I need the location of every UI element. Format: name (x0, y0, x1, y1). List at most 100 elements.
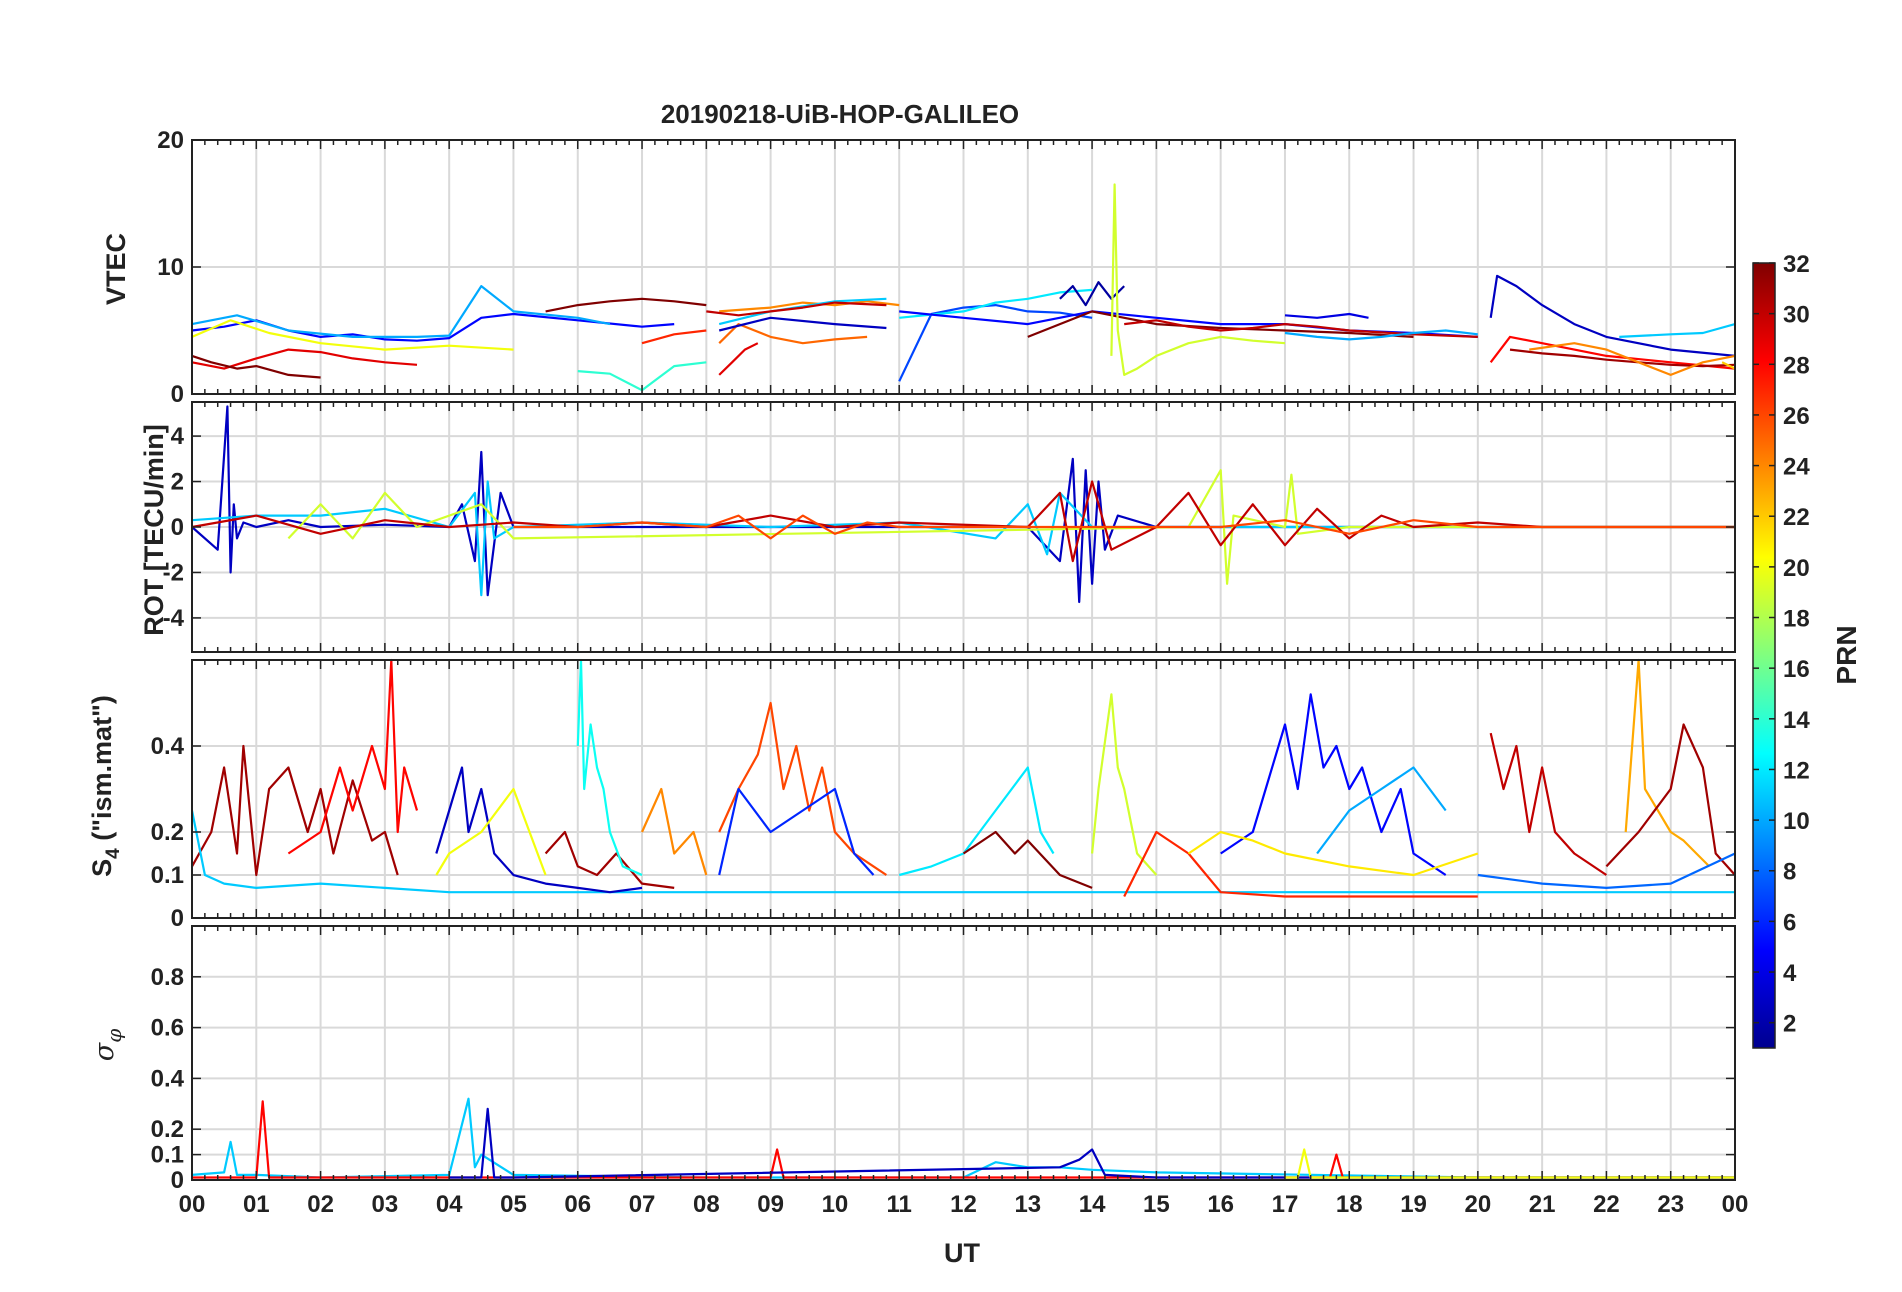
x-tick-label: 20 (1464, 1191, 1491, 1218)
x-tick-label: 06 (564, 1191, 591, 1218)
colorbar-tick-label: 18 (1783, 606, 1810, 633)
s4-series-prn-31 (191, 744, 399, 877)
x-tick-label: 18 (1336, 1191, 1363, 1218)
s4-ylabel-rest: ("ism.mat") (87, 695, 117, 848)
rot-ytick-label: 4 (171, 423, 185, 450)
vtec-series-prn-32 (545, 297, 707, 313)
x-tick-label: 21 (1529, 1191, 1556, 1218)
colorbar-tick-label: 32 (1783, 251, 1810, 278)
s4-series-prn-5 (1220, 693, 1447, 876)
panel-vtec: 0 10 20 VTEC (101, 127, 1736, 408)
rot-series-prn-19 (287, 469, 1735, 585)
sigma-phi-ytick-label: 0.6 (151, 1015, 184, 1042)
rot-ytick-label: 2 (171, 469, 184, 496)
x-tick-label: 05 (500, 1191, 527, 1218)
x-tick-label: 13 (1014, 1191, 1041, 1218)
panel-rot: -4 -2 0 2 4 ROT [TECU/min] (139, 401, 1736, 653)
rot-series-prn-11 (191, 480, 1735, 597)
rot-ylabel: ROT [TECU/min] (139, 424, 169, 635)
rot-axes: -4 -2 0 2 4 (163, 401, 1736, 653)
x-tick-label: 14 (1079, 1191, 1106, 1218)
x-tick-labels: 00 01 02 03 04 05 06 07 08 09 10 11 12 13 14 15 16 17 18 19… (179, 1191, 1749, 1218)
colorbar-tick-label: 10 (1783, 808, 1810, 835)
colorbar-tick-label: 4 (1783, 960, 1797, 987)
colorbar-tick-label: 20 (1783, 555, 1810, 582)
sigma-phi-ytick-label: 0 (171, 1167, 184, 1194)
x-tick-label: 07 (629, 1191, 656, 1218)
s4-series-prn-23 (1624, 658, 1711, 868)
s4-grid (192, 660, 1735, 918)
s4-ytick-label: 0.1 (151, 862, 184, 889)
vtec-series-prn-10 (191, 285, 611, 338)
x-tick-label: 08 (693, 1191, 720, 1218)
s4-axes: 0 0.1 0.2 0.4 (151, 659, 1736, 932)
vtec-series-prn-32 (1027, 310, 1414, 338)
s4-ytick-label: 0 (171, 905, 184, 932)
vtec-ytick-label: 10 (157, 254, 184, 281)
rot-series-prn-30 (191, 480, 1735, 563)
sigma-phi-ytick-label: 0.2 (151, 1116, 184, 1143)
s4-ylabel-subscript: 4 (103, 848, 124, 859)
s4-series-prn-30 (1489, 732, 1608, 876)
sigma-phi-series-prn-11 (191, 1097, 1735, 1179)
s4-series-prn-3 (435, 766, 643, 894)
sigma-phi-ytick-label: 0.8 (151, 964, 184, 991)
colorbar-tick-label: 24 (1783, 454, 1810, 481)
x-tick-label: 01 (243, 1191, 270, 1218)
vtec-axes: 0 10 20 (157, 127, 1736, 408)
s4-series-prn-27 (1123, 830, 1478, 898)
colorbar-tick-label: 16 (1783, 656, 1810, 683)
sigma-phi-grid (192, 926, 1735, 1180)
vtec-series-prn-20 (191, 319, 514, 351)
vtec-ytick-label: 0 (171, 381, 184, 408)
vtec-series-prn-4 (1284, 312, 1369, 319)
panel-sigma-phi: 00.10.2 0.4 0.6 0.8 σφ (89, 925, 1736, 1194)
sigma-phi-ytick-label: 0.4 (151, 1065, 185, 1092)
s4-series-prn-28 (287, 658, 419, 855)
s4-series-prn-10 (1316, 766, 1447, 855)
x-tick-label: 22 (1593, 1191, 1620, 1218)
vtec-series-prn-31 (1509, 348, 1736, 368)
colorbar-gradient (1752, 262, 1776, 1049)
s4-series-prn-31 (1605, 723, 1736, 876)
s4-series-prn-20 (435, 787, 547, 876)
colorbar-tick-label: 30 (1783, 302, 1810, 329)
s4-series-prn-6 (718, 787, 875, 876)
panel-s4: 0 0.1 0.2 0.4 S4 ("ism.mat") (87, 658, 1736, 932)
s4-series-prn-19 (1091, 693, 1158, 876)
s4-series-prn-24 (640, 787, 708, 876)
x-tick-label: 19 (1400, 1191, 1427, 1218)
rot-ytick-label: 0 (171, 514, 184, 541)
rot-ytick-label: -4 (163, 605, 185, 632)
rot-ytick-label: -2 (163, 559, 184, 586)
s4-series-prn-21 (1187, 830, 1479, 877)
vtec-series (191, 183, 1736, 392)
vtec-series-prn-3 (718, 316, 887, 332)
x-tick-label: 00 (179, 1191, 206, 1218)
vtec-series-prn-32 (191, 354, 321, 379)
sigma-phi-series-prn-28 (192, 1100, 1735, 1179)
vtec-series-prn-28 (1489, 335, 1736, 370)
sigma-phi-axes: 00.10.2 0.4 0.6 0.8 (151, 925, 1736, 1194)
x-axis-label: UT (944, 1238, 980, 1268)
colorbar-tick-label: 26 (1783, 403, 1810, 430)
vtec-grid (192, 140, 1735, 394)
sigma-phi-ytick-label: 0.1 (151, 1142, 184, 1169)
colorbar-tick-label: 12 (1783, 757, 1810, 784)
vtec-ylabel: VTEC (101, 233, 131, 305)
sigma-phi-ylabel-symbol: σ (89, 1041, 120, 1061)
vtec-series-prn-3 (1489, 274, 1736, 357)
vtec-series-prn-11 (1619, 323, 1736, 338)
s4-series-prn-32 (962, 830, 1093, 889)
x-tick-label: 11 (887, 1191, 912, 1218)
s4-series-prn-12 (898, 766, 1055, 877)
vtec-series-prn-30 (1124, 319, 1478, 338)
x-tick-label: 16 (1207, 1191, 1234, 1218)
x-tick-label: 23 (1657, 1191, 1684, 1218)
x-tick-label: 04 (436, 1191, 463, 1218)
s4-series-prn-31 (544, 830, 675, 889)
rot-series-prn-26 (513, 514, 1735, 540)
chart-title: 20190218-UiB-HOP-GALILEO (661, 99, 1019, 129)
